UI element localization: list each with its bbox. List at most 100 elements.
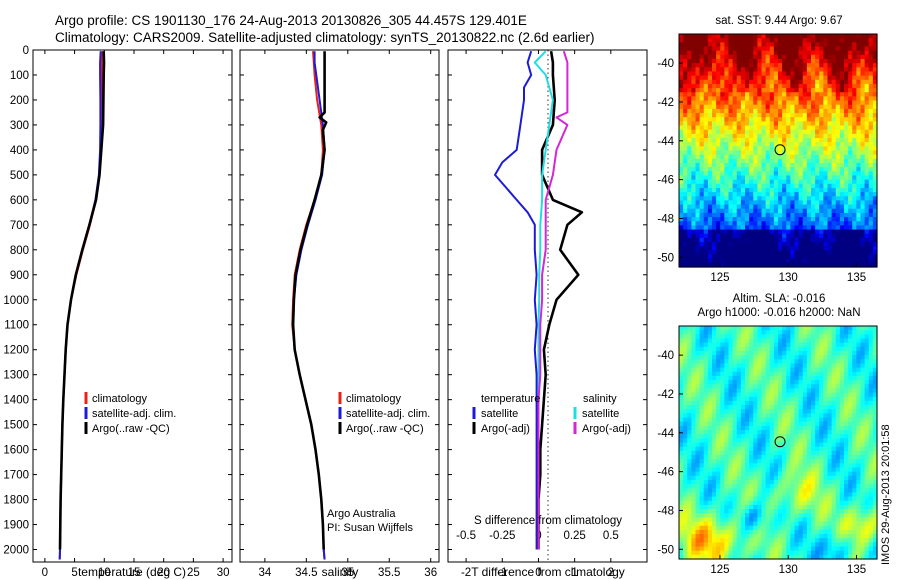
heatmap-cell <box>811 479 816 485</box>
heatmap-cell <box>823 100 829 106</box>
heatmap-cell <box>732 392 738 398</box>
heatmap-cell <box>716 367 721 373</box>
heatmap-cell <box>728 167 734 172</box>
heatmap-cell <box>683 221 688 226</box>
heatmap-cell <box>806 183 812 189</box>
heatmap-cell <box>724 504 730 510</box>
heatmap-cell <box>749 367 754 373</box>
heatmap-cell <box>712 146 717 152</box>
heatmap-cell <box>753 392 758 398</box>
heatmap-cell <box>716 496 721 502</box>
heatmap-cell <box>848 196 853 202</box>
heatmap-cell <box>679 50 684 56</box>
heatmap-cell <box>695 384 701 390</box>
heatmap-cell <box>823 500 829 506</box>
heatmap-cell <box>835 254 841 260</box>
heatmap-cell <box>740 75 746 81</box>
heatmap-cell <box>819 371 824 377</box>
heatmap-cell <box>761 471 767 477</box>
heatmap-cell <box>790 471 796 477</box>
heatmap-cell <box>815 96 820 102</box>
heatmap-cell <box>765 121 771 127</box>
heatmap-cell <box>695 500 701 506</box>
heatmap-cell <box>823 175 829 181</box>
heatmap-cell <box>839 237 845 243</box>
heatmap-cell <box>699 79 705 85</box>
heatmap-cell <box>695 75 701 81</box>
heatmap-cell <box>679 187 684 193</box>
heatmap-cell <box>712 350 717 356</box>
heatmap-cell <box>753 179 758 185</box>
heatmap-cell <box>707 117 713 122</box>
heatmap-cell <box>720 484 725 489</box>
heatmap-cell <box>703 150 709 156</box>
heatmap-cell <box>716 467 721 473</box>
heatmap-cell <box>724 496 730 502</box>
heatmap-cell <box>712 83 717 89</box>
heatmap-cell <box>778 438 783 444</box>
heatmap-cell <box>683 38 688 43</box>
heatmap-cell <box>786 221 791 226</box>
heatmap-cell <box>724 546 730 552</box>
heatmap-cell <box>757 63 763 68</box>
heatmap-cell <box>811 34 816 39</box>
heatmap-cell <box>765 79 771 85</box>
heatmap-cell <box>695 221 701 226</box>
x-tick-label: 36 <box>424 567 437 579</box>
heatmap-cell <box>707 75 713 81</box>
heatmap-cell <box>679 75 684 81</box>
heatmap-cell <box>712 204 717 210</box>
heatmap-cell <box>683 254 688 260</box>
heatmap-cell <box>806 513 812 518</box>
heatmap-cell <box>786 475 791 481</box>
heatmap-cell <box>740 405 746 410</box>
heatmap-cell <box>740 542 746 548</box>
heatmap-cell <box>806 534 812 539</box>
heatmap-cell <box>868 242 874 247</box>
sla-heatmap-cells <box>679 326 878 560</box>
heatmap-cell <box>811 204 816 210</box>
heatmap-cell <box>798 538 804 543</box>
heatmap-cell <box>806 405 812 410</box>
heatmap-cell <box>703 192 709 197</box>
heatmap-cell <box>815 405 820 410</box>
heatmap-cell <box>707 242 713 247</box>
heatmap-cell <box>769 425 775 431</box>
heatmap-cell <box>753 96 758 102</box>
heatmap-cell <box>720 250 725 256</box>
heatmap-cell <box>819 492 824 498</box>
heatmap-cell <box>848 192 853 197</box>
heatmap-cell <box>703 467 709 473</box>
heatmap-cell <box>745 79 750 85</box>
heatmap-cell <box>691 142 697 147</box>
heatmap-cell <box>811 454 816 460</box>
heatmap-cell <box>856 171 862 177</box>
heatmap-cell <box>712 338 717 344</box>
heatmap-cell <box>724 146 730 152</box>
heatmap-cell <box>753 492 758 498</box>
heatmap-cell <box>798 208 804 214</box>
heatmap-cell <box>773 346 779 352</box>
heatmap-cell <box>819 250 824 256</box>
heatmap-cell <box>732 517 738 523</box>
heatmap-cell <box>749 471 754 477</box>
heatmap-cell <box>773 237 779 243</box>
heatmap-cell <box>683 454 688 460</box>
heatmap-cell <box>765 413 771 419</box>
heatmap-cell <box>819 334 824 340</box>
heatmap-cell <box>815 326 820 331</box>
heatmap-cell <box>716 525 721 531</box>
heatmap-cell <box>815 167 820 172</box>
heatmap-cell <box>740 100 746 106</box>
heatmap-cell <box>679 330 684 335</box>
heatmap-cell <box>745 63 750 68</box>
heatmap-cell <box>703 509 709 514</box>
heatmap-cell <box>761 396 767 402</box>
heatmap-cell <box>728 471 734 477</box>
heatmap-cell <box>868 229 874 235</box>
heatmap-cell <box>827 258 833 264</box>
heatmap-cell <box>769 392 775 398</box>
heatmap-cell <box>761 504 767 510</box>
heatmap-cell <box>798 133 804 139</box>
heatmap-cell <box>716 133 721 139</box>
